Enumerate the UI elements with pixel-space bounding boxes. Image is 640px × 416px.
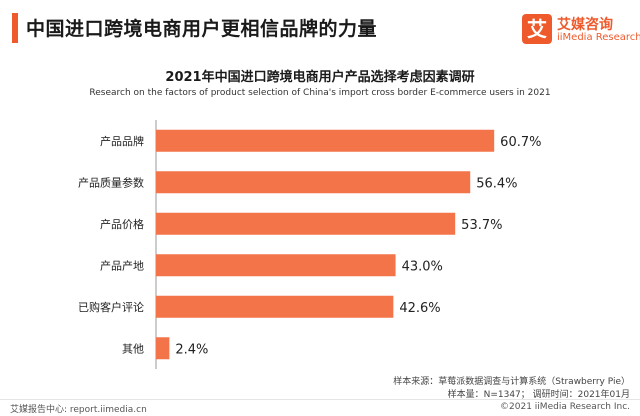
bar [156,129,495,152]
category-label: 产品产地 [100,258,144,272]
bar-chart: 产品品牌 60.7% 产品质量参数 56.4% 产品价格 53.7% 产品产地 43.0% 已购… [78,120,541,369]
bar [156,337,170,360]
footer-copyright: ©2021 iiMedia Research Inc. [500,402,630,412]
category-label: 其他 [122,342,144,355]
category-label: 产品质量参数 [78,175,144,189]
category-label: 产品价格 [100,217,144,231]
bar [156,254,396,277]
bar [156,295,394,318]
header: 中国进口跨境电商用户更相信品牌的力量 艾 艾媒咨询 iiMedia Resear… [0,0,640,56]
sample-size: 样本量：N=1347； 调研时间：2021年01月 [447,390,630,400]
value-label: 53.7% [461,218,502,233]
logo-mark-icon: 艾 [522,14,552,44]
footer-report-center[interactable]: 艾媒报告中心: report.iimedia.cn [10,405,147,415]
chart-title: 2021年中国进口跨境电商用户产品选择考虑因素调研 [165,70,475,85]
chart-subtitle: Research on the factors of product selec… [89,88,551,98]
title-accent-bar [12,13,18,43]
value-label: 60.7% [500,135,541,150]
value-label: 43.0% [402,259,443,274]
category-label: 产品品牌 [100,134,144,148]
value-label: 2.4% [175,342,208,357]
sample-source: 样本来源：草莓派数据调查与计算系统（Strawberry Pie） [393,377,630,387]
logo-cn-text: 艾媒咨询 [557,17,613,33]
value-label: 56.4% [476,176,517,191]
page-title: 中国进口跨境电商用户更相信品牌的力量 [26,18,378,40]
bar [156,212,456,235]
iimedia-logo[interactable]: 艾 艾媒咨询 iiMedia Research [522,14,640,46]
category-label: 已购客户评论 [78,300,144,314]
bar [156,171,471,194]
value-label: 42.6% [399,301,440,316]
footer-divider [0,399,640,400]
logo-en-text: iiMedia Research [557,32,640,43]
